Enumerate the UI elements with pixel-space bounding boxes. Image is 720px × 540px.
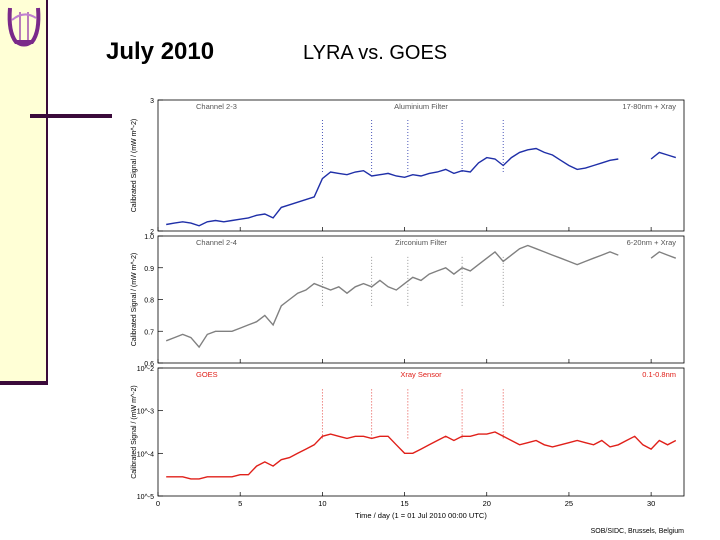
series-line-bottom: [166, 431, 677, 480]
x-tick-label: 10: [318, 499, 326, 508]
x-tick-label: 30: [647, 499, 655, 508]
y-tick-label-top: 2: [150, 229, 154, 236]
panel-label-bottom: GOES: [196, 370, 218, 379]
x-axis-label: Time / day (1 = 01 Jul 2010 00:00 UTC): [355, 511, 487, 520]
panel-label-bottom: 0.1-0.8nm: [642, 370, 676, 379]
y-tick-label-middle: 1.0: [144, 234, 154, 241]
y-tick-label-bottom: 10^-3: [137, 409, 154, 416]
slide-date: July 2010: [106, 38, 215, 65]
lyra-goes-chart: 3 2 Calibrated Signal / (mW m^-2) Channel 2…: [131, 98, 685, 535]
y-tick-label-middle: 0.9: [144, 266, 154, 273]
panel-label-top: 17-80nm + Xray: [622, 102, 676, 111]
y-axis-label-bottom: Calibrated Signal / (mW m^-2): [131, 385, 138, 479]
panel-label-middle: Zirconium Filter: [395, 238, 447, 247]
y-tick-label-bottom: 10^-2: [137, 366, 154, 373]
y-axis-label-top: Calibrated Signal / (mW m^-2): [131, 119, 138, 213]
panel-label-top: Aluminium Filter: [394, 102, 448, 111]
sidebar-bottom-rule: [0, 381, 48, 385]
panel-label-middle: Channel 2-4: [196, 238, 237, 247]
y-tick-label-top: 3: [150, 98, 154, 105]
title-rule: [30, 114, 112, 118]
x-tick-label: 0: [156, 499, 160, 508]
y-tick-label-middle: 0.8: [144, 298, 154, 305]
chart-area: 3 2 Calibrated Signal / (mW m^-2) Channel 2…: [112, 86, 708, 536]
panel-frame-top: [157, 99, 685, 232]
slide-title: LYRA vs. GOES: [303, 42, 448, 64]
sidebar-band: [0, 0, 48, 385]
x-tick-label: 25: [565, 499, 573, 508]
sidebar-divider: [46, 0, 48, 385]
panel-label-bottom: Xray Sensor: [400, 370, 442, 379]
panel-label-top: Channel 2-3: [196, 102, 237, 111]
x-tick-label: 20: [483, 499, 491, 508]
series-line-top: [166, 147, 677, 227]
x-tick-label: 5: [238, 499, 242, 508]
y-tick-label-bottom: 10^-4: [137, 451, 154, 458]
x-tick-label: 15: [400, 499, 408, 508]
panel-frame-bottom: [157, 367, 685, 497]
y-axis-label-middle: Calibrated Signal / (mW m^-2): [131, 253, 138, 347]
credit-label: SOB/SIDC, Brussels, Belgium: [591, 528, 685, 535]
y-tick-label-middle: 0.6: [144, 361, 154, 368]
y-tick-label-middle: 0.7: [144, 329, 154, 336]
y-tick-label-bottom: 10^-5: [137, 494, 154, 501]
panel-frame-middle: [157, 235, 685, 364]
panel-label-middle: 6-20nm + Xray: [627, 238, 677, 247]
lyra-lyre-logo: [7, 7, 41, 47]
series-line-middle: [165, 244, 677, 349]
